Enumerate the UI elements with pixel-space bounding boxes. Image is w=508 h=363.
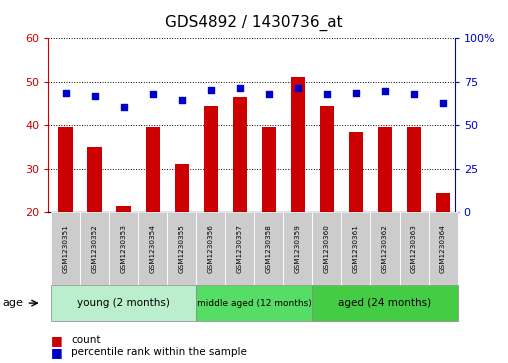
Point [149,91,157,97]
Point [120,104,128,110]
Text: GSM1230356: GSM1230356 [208,224,214,273]
Text: middle aged (12 months): middle aged (12 months) [197,299,312,307]
Text: GSM1230358: GSM1230358 [266,224,272,273]
Point [410,91,418,97]
Point [352,90,360,96]
Point [323,91,331,97]
Point [61,90,70,96]
Text: aged (24 months): aged (24 months) [338,298,432,308]
Bar [262,127,276,212]
Text: age: age [3,298,23,308]
Text: GSM1230354: GSM1230354 [150,224,156,273]
Text: GSM1230351: GSM1230351 [62,224,69,273]
Point [90,93,99,98]
Text: count: count [71,335,101,346]
Text: GSM1230364: GSM1230364 [440,224,446,273]
Bar [291,77,305,212]
Text: percentile rank within the sample: percentile rank within the sample [71,347,247,357]
Point [207,87,215,93]
Point [381,88,389,94]
Bar [116,206,131,212]
Bar [145,127,160,212]
Point [294,85,302,91]
Text: GSM1230353: GSM1230353 [121,224,126,273]
Text: GSM1230362: GSM1230362 [382,224,388,273]
Text: GSM1230352: GSM1230352 [92,224,98,273]
Bar [87,147,102,212]
Text: GSM1230355: GSM1230355 [179,224,185,273]
Text: GDS4892 / 1430736_at: GDS4892 / 1430736_at [165,15,343,31]
Text: young (2 months): young (2 months) [77,298,170,308]
Bar [436,193,450,212]
Text: GSM1230363: GSM1230363 [411,224,417,273]
Bar [175,164,189,212]
Text: GSM1230360: GSM1230360 [324,224,330,273]
Bar [233,97,247,212]
Text: GSM1230357: GSM1230357 [237,224,243,273]
Text: ■: ■ [51,334,62,347]
Point [265,91,273,97]
Point [236,85,244,91]
Point [178,97,186,103]
Point [439,101,447,106]
Bar [378,127,392,212]
Bar [407,127,421,212]
Text: ■: ■ [51,346,62,359]
Bar [348,132,363,212]
Bar [204,106,218,212]
Text: GSM1230361: GSM1230361 [353,224,359,273]
Text: GSM1230359: GSM1230359 [295,224,301,273]
Bar [320,106,334,212]
Bar [58,127,73,212]
